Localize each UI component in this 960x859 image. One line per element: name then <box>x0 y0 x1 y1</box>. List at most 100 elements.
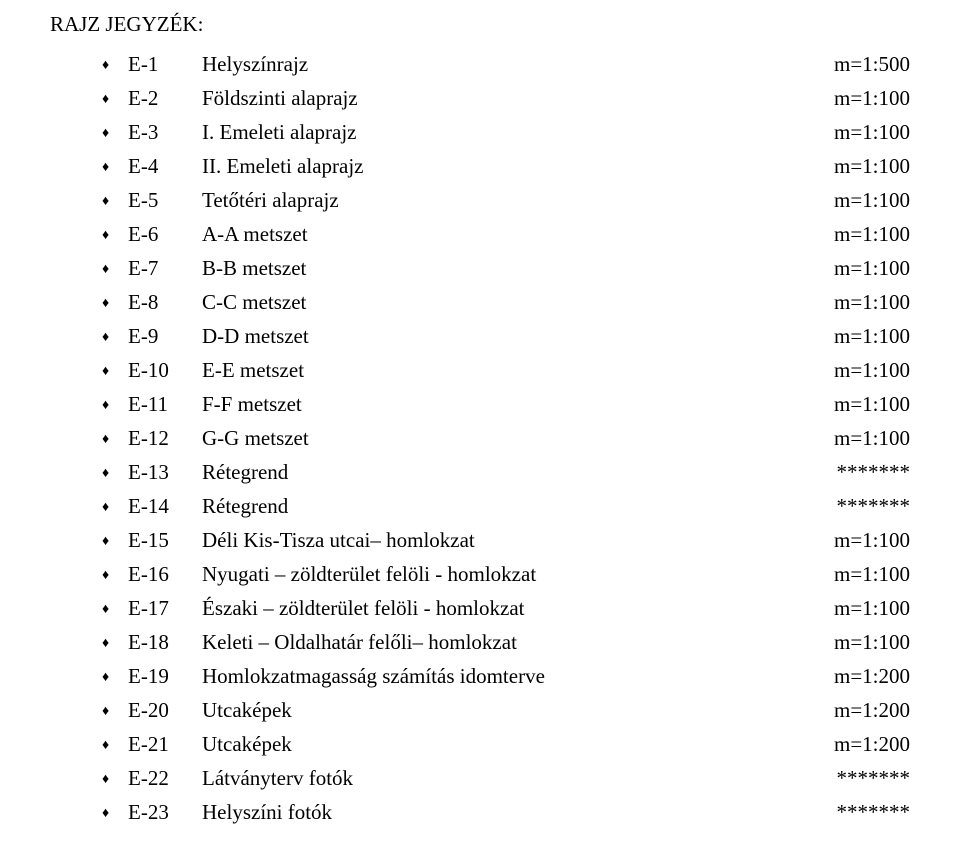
drawing-scale: m=1:200 <box>834 693 910 727</box>
drawing-scale: m=1:100 <box>834 421 910 455</box>
drawing-code: E-13 <box>128 455 202 489</box>
drawing-scale: m=1:100 <box>834 149 910 183</box>
list-item: ♦E-4II. Emeleti alaprajzm=1:100 <box>102 149 910 183</box>
drawing-scale: ******* <box>837 795 911 829</box>
drawing-description: Látványterv fotók <box>202 761 837 795</box>
drawing-code: E-16 <box>128 557 202 591</box>
bullet-icon: ♦ <box>102 191 128 214</box>
drawing-description: D-D metszet <box>202 319 834 353</box>
drawing-scale: m=1:100 <box>834 115 910 149</box>
list-item: ♦E-21Utcaképekm=1:200 <box>102 727 910 761</box>
drawing-description: Helyszínrajz <box>202 47 834 81</box>
list-item: ♦E-14Rétegrend******* <box>102 489 910 523</box>
page-title: RAJZ JEGYZÉK: <box>50 12 910 37</box>
bullet-icon: ♦ <box>102 89 128 112</box>
list-item: ♦E-23Helyszíni fotók******* <box>102 795 910 829</box>
list-item: ♦E-17Északi – zöldterület felöli - homlo… <box>102 591 910 625</box>
drawing-description: Helyszíni fotók <box>202 795 837 829</box>
bullet-icon: ♦ <box>102 361 128 384</box>
drawing-code: E-6 <box>128 217 202 251</box>
drawing-description: Utcaképek <box>202 727 834 761</box>
drawing-scale: m=1:100 <box>834 591 910 625</box>
bullet-icon: ♦ <box>102 803 128 826</box>
drawing-scale: m=1:100 <box>834 217 910 251</box>
drawing-description: Északi – zöldterület felöli - homlokzat <box>202 591 834 625</box>
list-item: ♦E-11F-F metszetm=1:100 <box>102 387 910 421</box>
drawing-code: E-7 <box>128 251 202 285</box>
bullet-icon: ♦ <box>102 531 128 554</box>
list-item: ♦E-10E-E metszetm=1:100 <box>102 353 910 387</box>
bullet-icon: ♦ <box>102 565 128 588</box>
list-item: ♦E-12G-G metszetm=1:100 <box>102 421 910 455</box>
bullet-icon: ♦ <box>102 497 128 520</box>
drawing-code: E-22 <box>128 761 202 795</box>
drawing-code: E-23 <box>128 795 202 829</box>
drawing-code: E-15 <box>128 523 202 557</box>
bullet-icon: ♦ <box>102 55 128 78</box>
list-item: ♦E-9D-D metszetm=1:100 <box>102 319 910 353</box>
bullet-icon: ♦ <box>102 769 128 792</box>
drawing-description: C-C metszet <box>202 285 834 319</box>
drawing-description: Utcaképek <box>202 693 834 727</box>
bullet-icon: ♦ <box>102 225 128 248</box>
drawing-code: E-8 <box>128 285 202 319</box>
drawing-description: G-G metszet <box>202 421 834 455</box>
drawing-code: E-2 <box>128 81 202 115</box>
bullet-icon: ♦ <box>102 429 128 452</box>
drawing-code: E-1 <box>128 47 202 81</box>
drawing-description: B-B metszet <box>202 251 834 285</box>
drawing-description: Földszinti alaprajz <box>202 81 834 115</box>
drawing-description: E-E metszet <box>202 353 834 387</box>
drawing-code: E-14 <box>128 489 202 523</box>
list-item: ♦E-19Homlokzatmagasság számítás idomterv… <box>102 659 910 693</box>
bullet-icon: ♦ <box>102 293 128 316</box>
drawing-code: E-11 <box>128 387 202 421</box>
bullet-icon: ♦ <box>102 735 128 758</box>
drawing-description: Tetőtéri alaprajz <box>202 183 834 217</box>
drawing-code: E-12 <box>128 421 202 455</box>
drawing-scale: ******* <box>837 489 911 523</box>
list-item: ♦E-16Nyugati – zöldterület felöli - homl… <box>102 557 910 591</box>
drawing-scale: m=1:100 <box>834 387 910 421</box>
list-item: ♦E-15Déli Kis-Tisza utcai– homlokzatm=1:… <box>102 523 910 557</box>
drawing-scale: ******* <box>837 761 911 795</box>
bullet-icon: ♦ <box>102 259 128 282</box>
drawing-description: Nyugati – zöldterület felöli - homlokzat <box>202 557 834 591</box>
drawing-code: E-17 <box>128 591 202 625</box>
bullet-icon: ♦ <box>102 157 128 180</box>
bullet-icon: ♦ <box>102 599 128 622</box>
drawing-code: E-4 <box>128 149 202 183</box>
list-item: ♦E-8C-C metszetm=1:100 <box>102 285 910 319</box>
drawing-code: E-20 <box>128 693 202 727</box>
drawing-description: Keleti – Oldalhatár felőli– homlokzat <box>202 625 834 659</box>
drawing-scale: m=1:100 <box>834 353 910 387</box>
list-item: ♦E-18Keleti – Oldalhatár felőli– homlokz… <box>102 625 910 659</box>
list-item: ♦E-20Utcaképekm=1:200 <box>102 693 910 727</box>
list-item: ♦E-7B-B metszetm=1:100 <box>102 251 910 285</box>
drawing-description: Rétegrend <box>202 455 837 489</box>
drawing-code: E-9 <box>128 319 202 353</box>
drawing-scale: m=1:500 <box>834 47 910 81</box>
drawing-code: E-10 <box>128 353 202 387</box>
list-item: ♦E-2Földszinti alaprajzm=1:100 <box>102 81 910 115</box>
drawing-description: Homlokzatmagasság számítás idomterve <box>202 659 834 693</box>
drawing-scale: m=1:100 <box>834 523 910 557</box>
bullet-icon: ♦ <box>102 395 128 418</box>
drawing-scale: m=1:200 <box>834 659 910 693</box>
list-item: ♦E-6A-A metszetm=1:100 <box>102 217 910 251</box>
bullet-icon: ♦ <box>102 667 128 690</box>
bullet-icon: ♦ <box>102 701 128 724</box>
drawing-code: E-5 <box>128 183 202 217</box>
drawing-scale: m=1:100 <box>834 625 910 659</box>
drawing-description: Déli Kis-Tisza utcai– homlokzat <box>202 523 834 557</box>
bullet-icon: ♦ <box>102 123 128 146</box>
list-item: ♦E-13Rétegrend******* <box>102 455 910 489</box>
bullet-icon: ♦ <box>102 463 128 486</box>
drawing-scale: m=1:100 <box>834 557 910 591</box>
drawing-description: F-F metszet <box>202 387 834 421</box>
list-item: ♦E-22Látványterv fotók******* <box>102 761 910 795</box>
drawing-description: Rétegrend <box>202 489 837 523</box>
drawing-scale: m=1:100 <box>834 285 910 319</box>
drawing-description: I. Emeleti alaprajz <box>202 115 834 149</box>
list-item: ♦E-5Tetőtéri alaprajzm=1:100 <box>102 183 910 217</box>
